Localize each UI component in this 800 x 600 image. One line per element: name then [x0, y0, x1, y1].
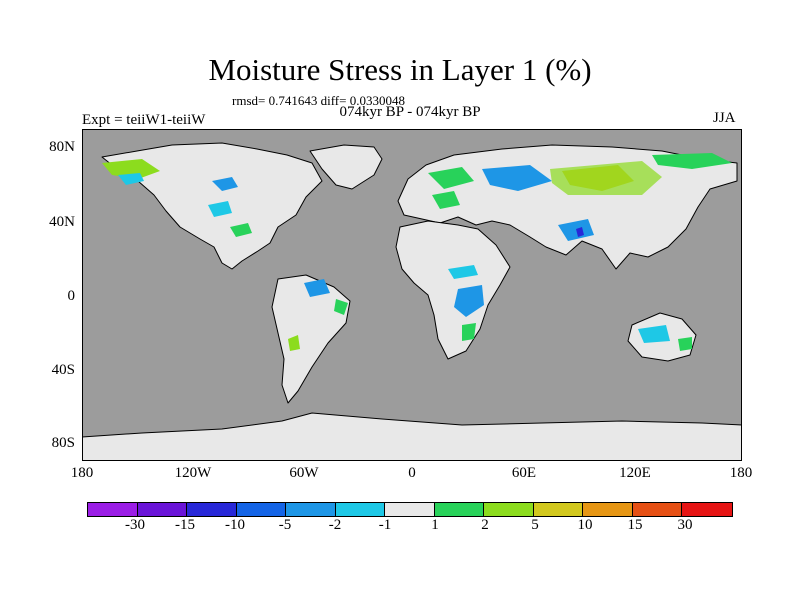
colorbar-swatch [385, 503, 435, 516]
y-tick-80s: 80S [51, 435, 75, 451]
anomaly-australia-cyan [638, 325, 670, 343]
x-tick-180e: 180 [729, 465, 753, 481]
colorbar-swatch [187, 503, 237, 516]
anomaly-sahel-cyan [448, 265, 478, 279]
anomaly-southafrica-green [462, 323, 476, 341]
colorbar-label: 1 [431, 517, 439, 533]
anomaly-australia-green [678, 337, 692, 351]
colorbar [87, 502, 733, 517]
colorbar-label: 10 [577, 517, 593, 533]
map-title: Moisture Stress in Layer 1 (%) [208, 52, 592, 87]
colorbar-swatch [88, 503, 138, 516]
x-tick-60w: 60W [289, 465, 319, 481]
colorbar-label: 5 [531, 517, 539, 533]
map-frame [82, 129, 742, 461]
land-antarctica [82, 412, 742, 461]
anomaly-canada-blue [212, 177, 238, 191]
land-africa [395, 220, 511, 360]
anomaly-amazon-blue [304, 279, 330, 297]
stats-subtitle: rmsd= 0.741643 diff= 0.0330048 [232, 93, 405, 108]
colorbar-label: 30 [677, 517, 693, 533]
experiment-label: Expt = teiiW1-teiiW [82, 112, 206, 128]
anomaly-russia-blue [482, 165, 552, 191]
colorbar-label: -10 [225, 517, 245, 533]
anomaly-tibet-darkblue [576, 227, 584, 237]
colorbar-swatch [286, 503, 336, 516]
colorbar-swatch [632, 503, 682, 516]
y-tick-40n: 40N [49, 214, 75, 230]
colorbar-swatch [335, 503, 385, 516]
anomaly-alaska-cyan [118, 173, 144, 185]
colorbar-label: -30 [125, 517, 145, 533]
anomaly-tibet-blue [558, 219, 594, 241]
colorbar-swatch [484, 503, 534, 516]
colorbar-swatch [533, 503, 583, 516]
anomaly-argentina-green [288, 335, 300, 351]
colorbar-swatch [137, 503, 187, 516]
anomaly-usa-cyan [208, 201, 232, 217]
y-tick-80n: 80N [49, 139, 75, 155]
anomaly-siberia-green [550, 161, 662, 195]
anomaly-eastafrica-blue [454, 285, 484, 317]
colorbar-label: 2 [481, 517, 489, 533]
x-tick-180w: 180 [70, 465, 94, 481]
colorbar-label: -15 [175, 517, 195, 533]
world-map [82, 129, 742, 461]
anomaly-europe-green [432, 191, 460, 209]
x-tick-120w: 120W [174, 465, 212, 481]
x-tick-0: 0 [408, 465, 416, 481]
y-tick-40s: 40S [51, 362, 75, 378]
colorbar-label: -5 [278, 517, 292, 533]
anomaly-usa-green [230, 223, 252, 237]
colorbar-swatch [682, 503, 732, 516]
colorbar-swatch [583, 503, 633, 516]
period-subtitle: 074kyr BP - 074kyr BP [339, 104, 481, 120]
colorbar-label: 15 [627, 517, 643, 533]
anomaly-arctic-canada-green [102, 159, 160, 179]
season-label: JJA [713, 110, 736, 126]
x-tick-60e: 60E [511, 465, 537, 481]
anomaly-eastasia-green [652, 153, 732, 169]
land-south-america [271, 274, 351, 404]
anomaly-scandinavia-green [428, 167, 474, 189]
colorbar-label: -1 [378, 517, 392, 533]
y-tick-0: 0 [67, 288, 76, 304]
colorbar-swatch [434, 503, 484, 516]
colorbar-label: -2 [328, 517, 342, 533]
anomaly-brazil-green [334, 299, 348, 315]
x-tick-120e: 120E [619, 465, 651, 481]
colorbar-swatch [236, 503, 286, 516]
land-greenland [309, 144, 383, 190]
